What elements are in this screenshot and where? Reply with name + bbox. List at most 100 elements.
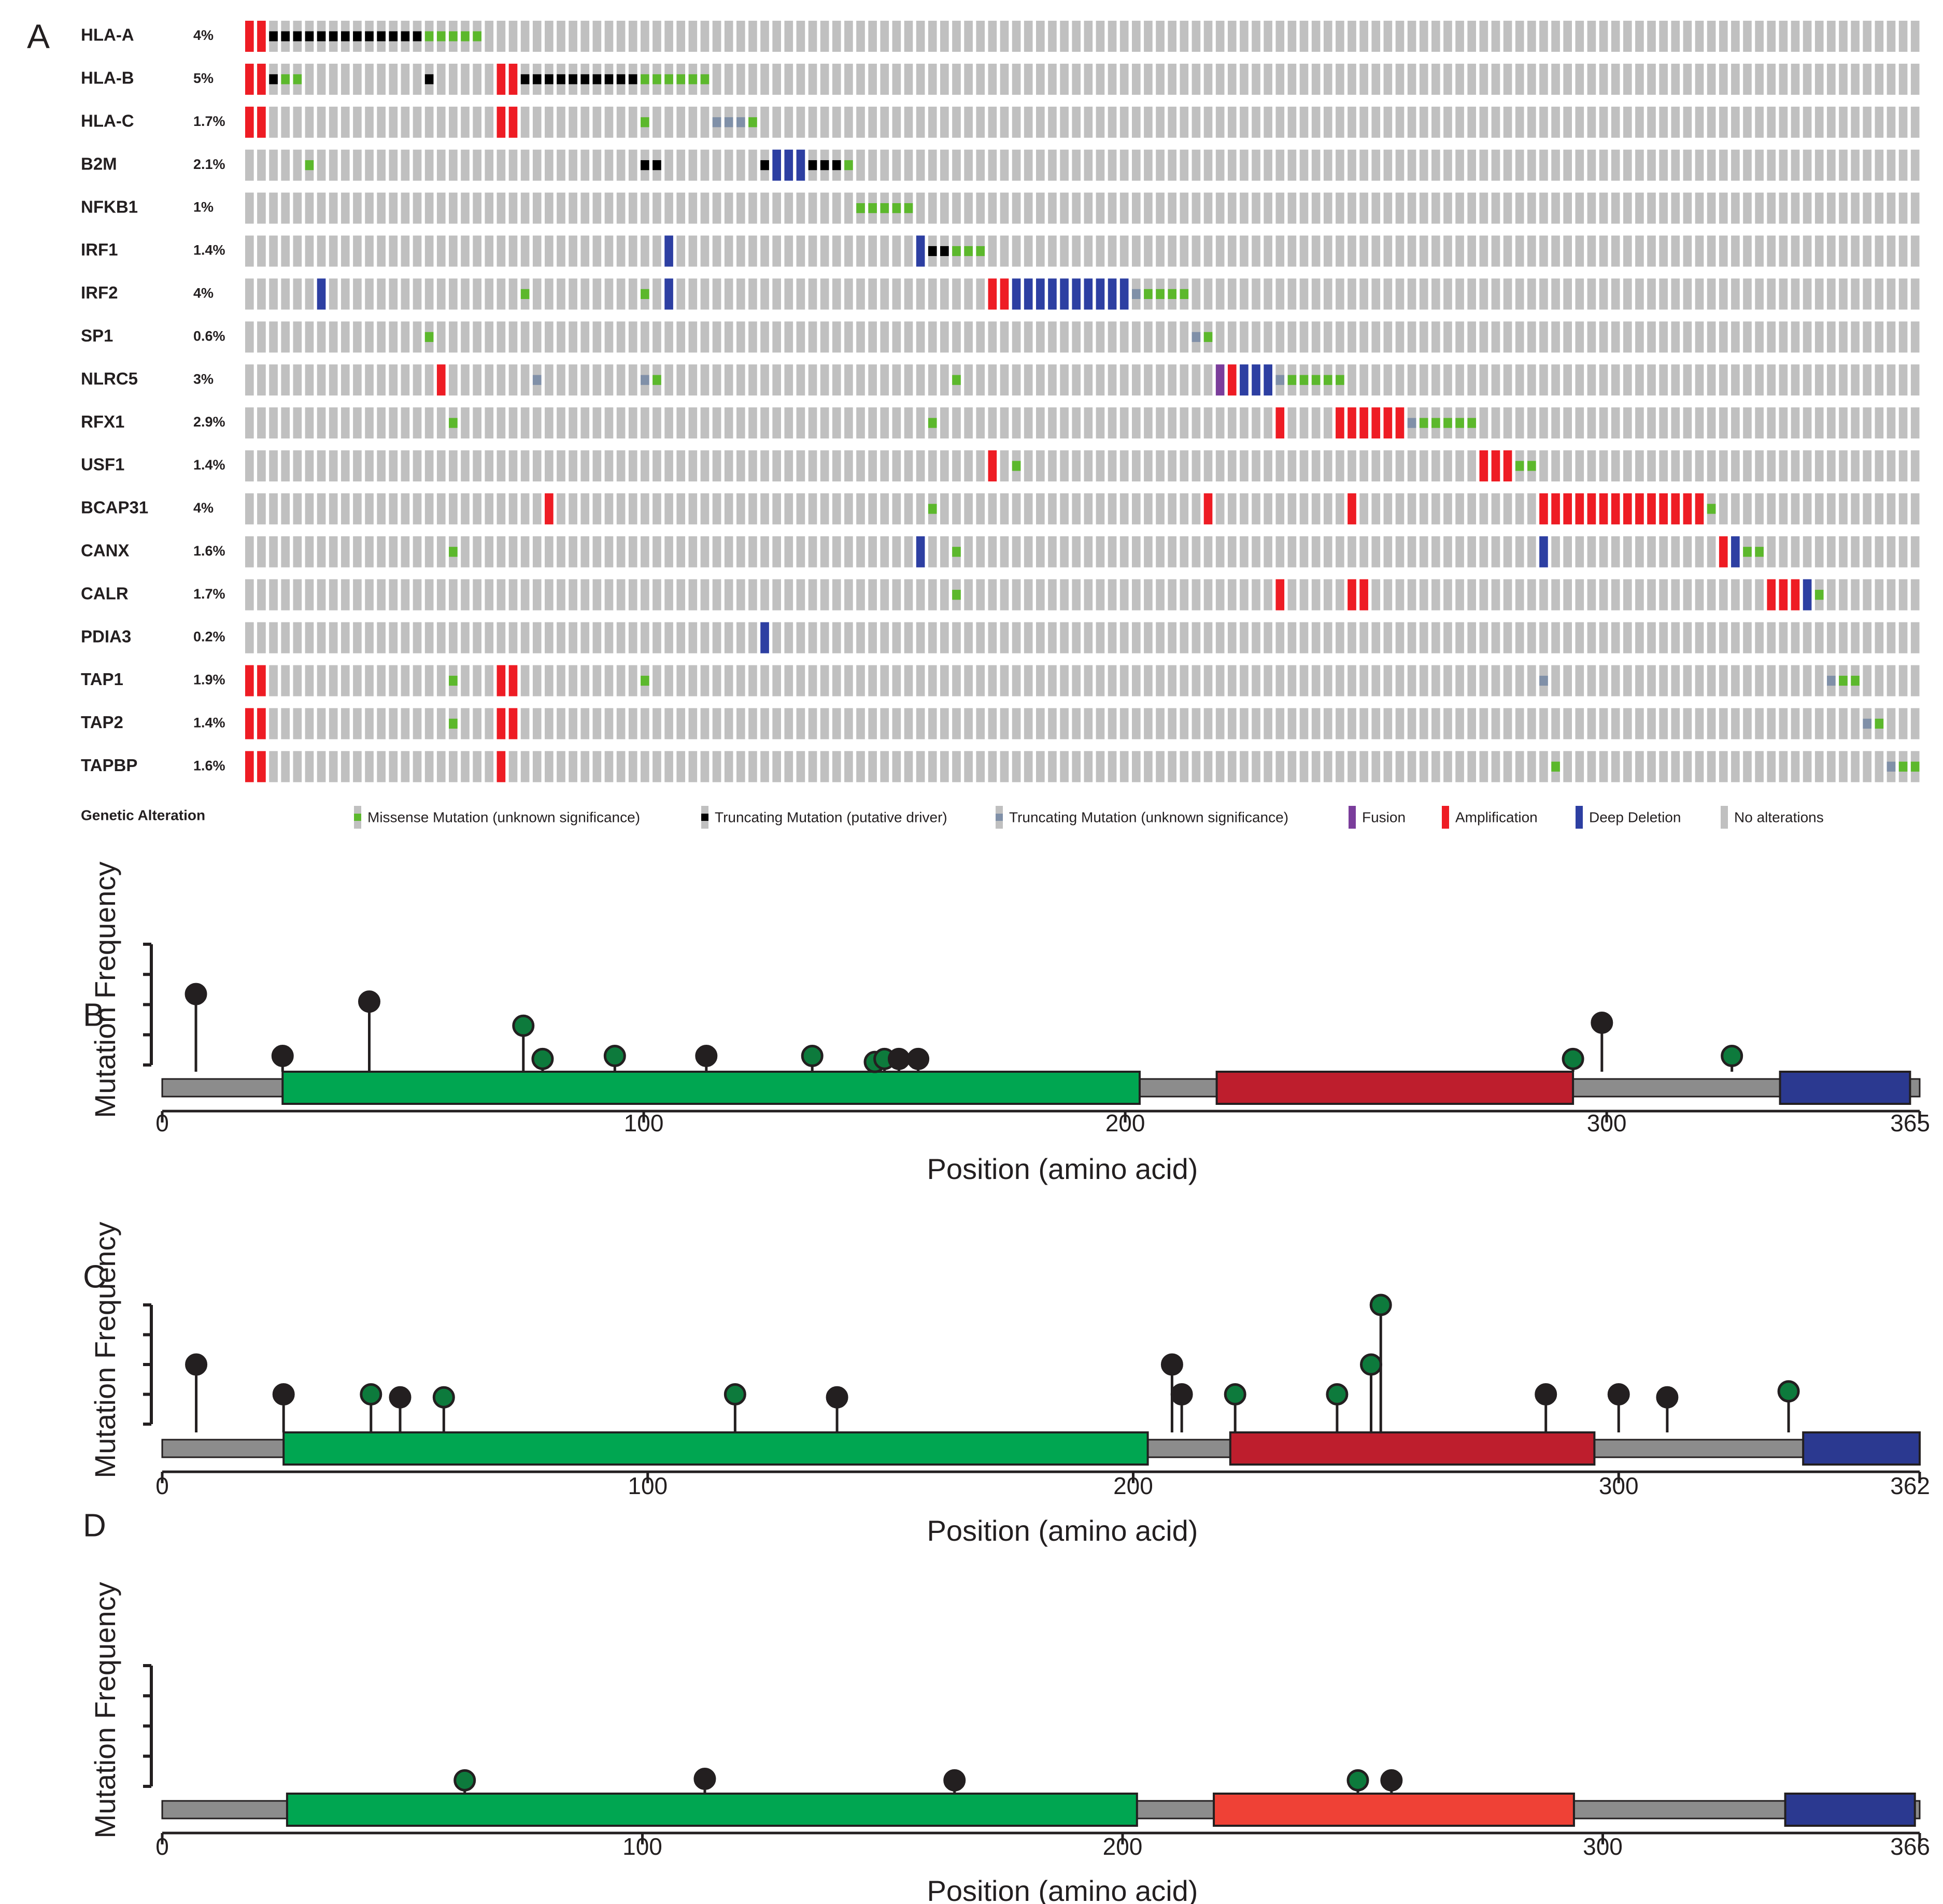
gene-row-tap1: TAP1 1.9% xyxy=(81,665,1920,697)
cell-none xyxy=(557,407,565,439)
cell-none xyxy=(664,321,673,353)
cell-none xyxy=(1910,149,1920,181)
cell-none xyxy=(1299,450,1309,481)
cell-none xyxy=(664,751,673,783)
cell-none xyxy=(1563,622,1572,653)
cell-none xyxy=(1144,450,1153,481)
cell-none xyxy=(988,235,997,267)
cell-none xyxy=(1060,235,1069,267)
cell-none xyxy=(772,321,781,353)
cell-none xyxy=(353,579,362,610)
cell-none xyxy=(1348,235,1356,267)
cell-trunc_unknown xyxy=(1827,675,1836,686)
cell-none xyxy=(1455,278,1464,310)
cell-none xyxy=(1036,579,1045,610)
cell-none xyxy=(653,321,661,353)
cell-missense xyxy=(641,74,649,84)
cell-none xyxy=(1887,235,1896,267)
cell-none xyxy=(413,106,422,138)
cell-none xyxy=(1455,321,1464,353)
cell-none xyxy=(1743,622,1752,653)
cell-none xyxy=(293,708,302,740)
cell-none xyxy=(1264,106,1272,138)
cell-none xyxy=(580,364,590,396)
cell-none xyxy=(868,665,877,697)
cell-none xyxy=(1491,321,1500,353)
cell-none xyxy=(1359,106,1368,138)
cell-none xyxy=(413,493,422,524)
cell-none xyxy=(461,622,470,653)
cell-none xyxy=(1719,450,1728,481)
cell-none xyxy=(1731,665,1740,697)
cell-none xyxy=(1072,493,1081,524)
cell-none xyxy=(1671,579,1680,610)
cell-none xyxy=(281,235,290,267)
cell-none xyxy=(916,751,925,783)
cell-none xyxy=(1695,149,1704,181)
cell-none xyxy=(1863,278,1872,310)
cell-none xyxy=(341,149,350,181)
cell-none xyxy=(1851,493,1860,524)
cell-none xyxy=(988,665,997,697)
cell-none xyxy=(1898,450,1908,481)
panel-a-oncoprint: A HLA-A 4%HLA-B 5%HLA-C 1.7%B2M 2.1%NFKB1 1%IR… xyxy=(27,17,1920,829)
cell-none xyxy=(473,321,481,353)
cell-none xyxy=(1731,149,1740,181)
cell-amp xyxy=(257,751,266,783)
cell-none xyxy=(592,407,602,439)
mutation-lollipop xyxy=(1607,1383,1630,1432)
legend-item-trunc_driver: Truncating Mutation (putative driver) xyxy=(701,806,947,829)
lollipop-head xyxy=(1170,1383,1193,1405)
cell-none xyxy=(604,536,614,567)
cell-none xyxy=(269,278,278,310)
cell-none xyxy=(1180,321,1189,353)
cell-none xyxy=(317,407,326,439)
cell-none xyxy=(641,493,649,524)
cell-none xyxy=(1192,106,1201,138)
cell-none xyxy=(329,63,338,95)
cell-none xyxy=(365,665,374,697)
cell-none xyxy=(1443,278,1452,310)
cell-none xyxy=(641,21,649,52)
lollipop-head xyxy=(887,1047,910,1070)
cell-trunc_driver xyxy=(940,246,949,257)
cell-none xyxy=(497,364,506,396)
cell-none xyxy=(317,536,326,567)
cell-none xyxy=(604,21,614,52)
cell-none xyxy=(1036,622,1045,653)
cell-none xyxy=(1287,407,1297,439)
cell-none xyxy=(580,450,590,481)
cell-none xyxy=(1731,450,1740,481)
cell-none xyxy=(940,665,949,697)
cell-none xyxy=(1060,149,1069,181)
cell-none xyxy=(1731,106,1740,138)
cell-none xyxy=(1719,192,1728,224)
cell-none xyxy=(1455,235,1464,267)
cell-amp xyxy=(1539,493,1548,524)
cell-none xyxy=(1743,751,1752,783)
cell-trunc_driver xyxy=(928,246,937,257)
cell-none xyxy=(1144,579,1153,610)
cell-none xyxy=(1503,192,1512,224)
cell-none xyxy=(976,450,985,481)
cell-none xyxy=(269,235,278,267)
cell-none xyxy=(1299,278,1309,310)
cell-none xyxy=(1479,493,1488,524)
cell-none xyxy=(1060,708,1069,740)
cell-none xyxy=(700,407,710,439)
cell-none xyxy=(1024,622,1033,653)
cell-none xyxy=(1635,708,1644,740)
cell-none xyxy=(1348,106,1356,138)
cell-none xyxy=(928,63,937,95)
cell-none xyxy=(1383,450,1393,481)
cell-del xyxy=(1240,364,1249,396)
cell-none xyxy=(1779,708,1788,740)
cell-none xyxy=(1683,278,1692,310)
cell-none xyxy=(1539,751,1548,783)
cell-none xyxy=(545,321,554,353)
cell-none xyxy=(532,751,542,783)
cell-none xyxy=(317,149,326,181)
cell-none xyxy=(616,149,626,181)
gene-row-bcap31: BCAP31 4% xyxy=(81,493,1920,524)
